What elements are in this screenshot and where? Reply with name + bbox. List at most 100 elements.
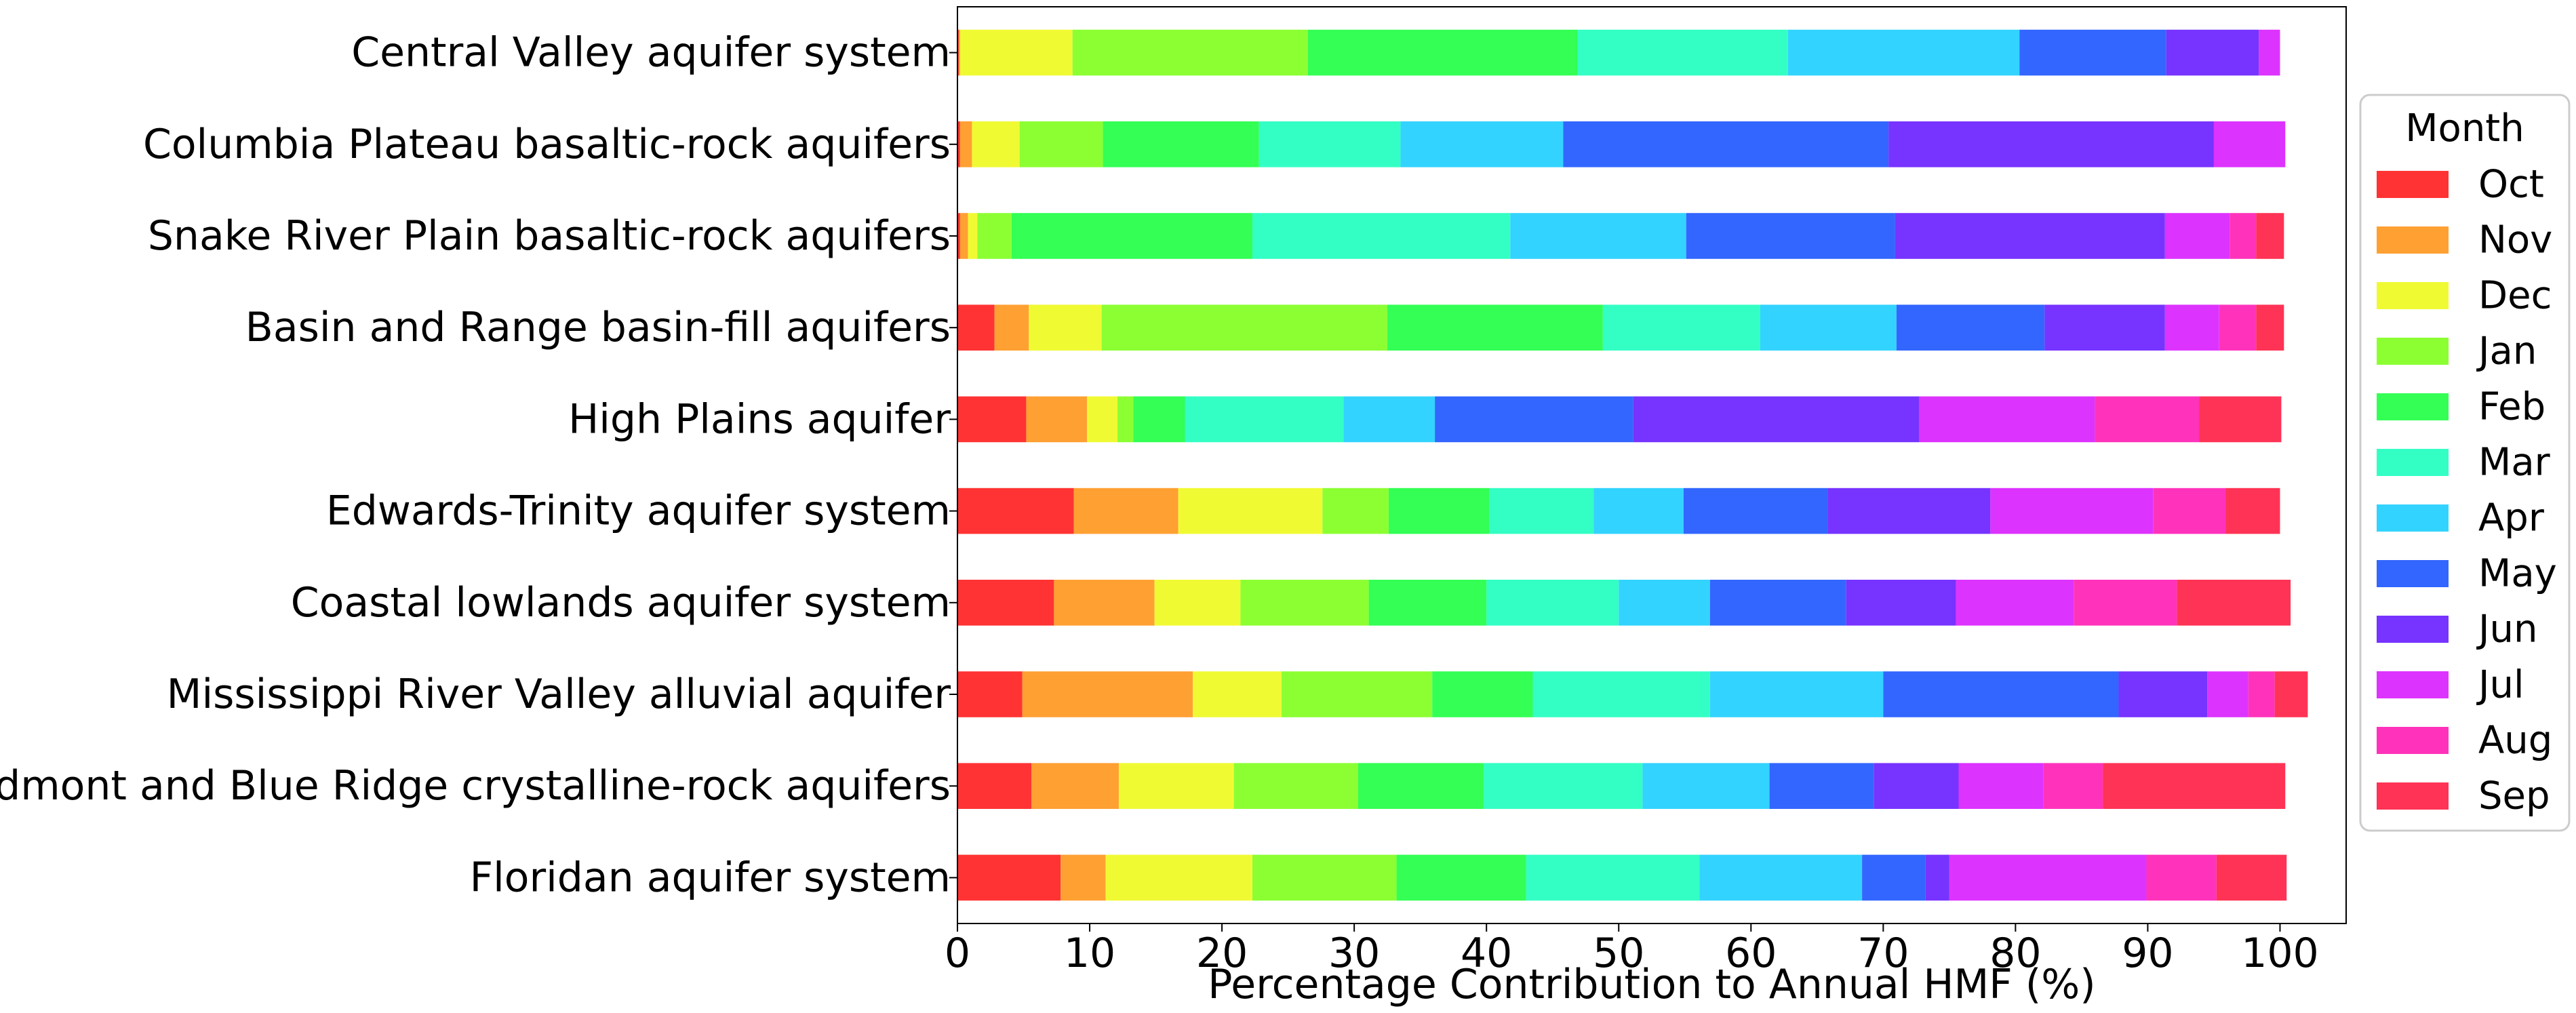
bar-segment — [1895, 213, 2165, 259]
bar-segment — [1252, 854, 1397, 901]
bar-segment — [2177, 580, 2291, 626]
y-tick-label: Piedmont and Blue Ridge crystalline-rock… — [0, 762, 951, 810]
bar-segment — [2248, 671, 2275, 717]
bar-segment — [1709, 580, 1846, 626]
bar-segment — [972, 121, 1020, 167]
bar-segment — [1322, 488, 1389, 534]
bar-segment — [2230, 213, 2257, 259]
y-tick-label: Coastal lowlands aquifer system — [291, 579, 951, 627]
y-tick-label: Basin and Range basin-fill aquifers — [245, 304, 951, 351]
y-axis: Central Valley aquifer system Columbia Pl… — [0, 29, 957, 901]
bar-segment — [1118, 763, 1234, 809]
legend-swatch — [2377, 393, 2449, 420]
bar-segment — [1388, 488, 1490, 534]
bar-segment — [1252, 213, 1511, 259]
legend-swatch — [2377, 560, 2449, 587]
x-tick-label: 90 — [2122, 930, 2173, 977]
bar-segment — [1577, 29, 1788, 76]
bar-segment — [1532, 671, 1710, 717]
bar-segment — [2095, 396, 2200, 443]
x-tick-label: 60 — [1725, 930, 1777, 977]
bar-segment — [1619, 580, 1710, 626]
bar-segment — [959, 29, 1073, 76]
bar-segment — [1787, 29, 2020, 76]
bar-segment — [1117, 396, 1134, 443]
bar-segment — [1026, 396, 1088, 443]
bar-segment — [1343, 396, 1435, 443]
bar-segment — [2199, 396, 2282, 443]
bar-segment — [1602, 304, 1760, 351]
bar-segment — [1709, 671, 1884, 717]
legend: Month Oct Nov Dec Jan Feb Mar Apr May Jun Jul Aug S… — [2359, 94, 2571, 832]
bar-segment — [1888, 121, 2214, 167]
bar-segment — [1233, 763, 1358, 809]
legend-label: Jan — [2476, 330, 2537, 374]
bar-segment — [1949, 854, 2147, 901]
legend-swatch — [2377, 338, 2449, 365]
bar-segment — [1862, 854, 1926, 901]
bar-segment — [1489, 488, 1594, 534]
bar-segment — [1633, 396, 1919, 443]
bar-segment — [958, 29, 960, 76]
bar-segment — [2216, 854, 2287, 901]
legend-label: Sep — [2478, 774, 2550, 818]
legend-frame — [2359, 94, 2571, 832]
y-tick-label: Snake River Plain basaltic-rock aquifers — [148, 212, 951, 260]
bar-segment — [1760, 304, 1897, 351]
legend-swatch — [2377, 449, 2449, 476]
bar-segment — [994, 304, 1029, 351]
y-tick-label: Edwards-Trinity aquifer system — [326, 488, 951, 535]
bar-segment — [2153, 488, 2226, 534]
bar-segment — [957, 121, 960, 167]
bar-segment — [1396, 854, 1526, 901]
bar-segment — [1011, 213, 1252, 259]
bar-segment — [1925, 854, 1949, 901]
legend-label: Apr — [2478, 496, 2545, 540]
legend-swatch — [2377, 782, 2449, 810]
bar-segment — [1031, 763, 1119, 809]
bar-segment — [2043, 763, 2103, 809]
bar-segment — [1281, 671, 1433, 717]
x-axis: 0 10 20 30 40 50 60 70 80 90 100 — [945, 923, 2319, 977]
bar-segment — [1133, 396, 1185, 443]
bar-segment — [2225, 488, 2280, 534]
bar-segment — [1101, 304, 1387, 351]
legend-title: Month — [2405, 106, 2524, 151]
bar-segment — [1432, 671, 1533, 717]
bar-segment — [1896, 304, 2045, 351]
bar-segment — [1593, 488, 1684, 534]
y-tick-label: Floridan aquifer system — [470, 854, 951, 901]
bar-segment — [1022, 671, 1193, 717]
bar-segment — [1486, 580, 1619, 626]
bar-segment — [957, 671, 1023, 717]
bar-segment — [2259, 29, 2280, 76]
bar-segment — [1563, 121, 1889, 167]
bar-segment — [1073, 488, 1178, 534]
legend-label: Dec — [2478, 274, 2552, 318]
bar-segment — [957, 304, 995, 351]
legend-label: Mar — [2478, 441, 2551, 485]
bar-segment — [2074, 580, 2177, 626]
bar-segment — [1259, 121, 1401, 167]
bar-segment — [1484, 763, 1643, 809]
bar-segment — [1990, 488, 2154, 534]
bar-segment — [1686, 213, 1895, 259]
bar-segment — [1193, 671, 1282, 717]
bar-segment — [2256, 213, 2284, 259]
bar-segment — [1956, 580, 2074, 626]
bar-segment — [968, 213, 978, 259]
bar-segment — [1368, 580, 1487, 626]
bar-segment — [2146, 854, 2217, 901]
bar-segment — [1358, 763, 1484, 809]
x-tick-label: 70 — [1857, 930, 1909, 977]
bar-segment — [2164, 213, 2230, 259]
bar-segment — [957, 580, 1054, 626]
legend-swatch — [2377, 671, 2449, 698]
bar-segment — [1400, 121, 1564, 167]
bar-segment — [1054, 580, 1155, 626]
bar-segment — [957, 854, 1061, 901]
bar-segment — [957, 396, 1027, 443]
bar-segment — [2164, 304, 2219, 351]
